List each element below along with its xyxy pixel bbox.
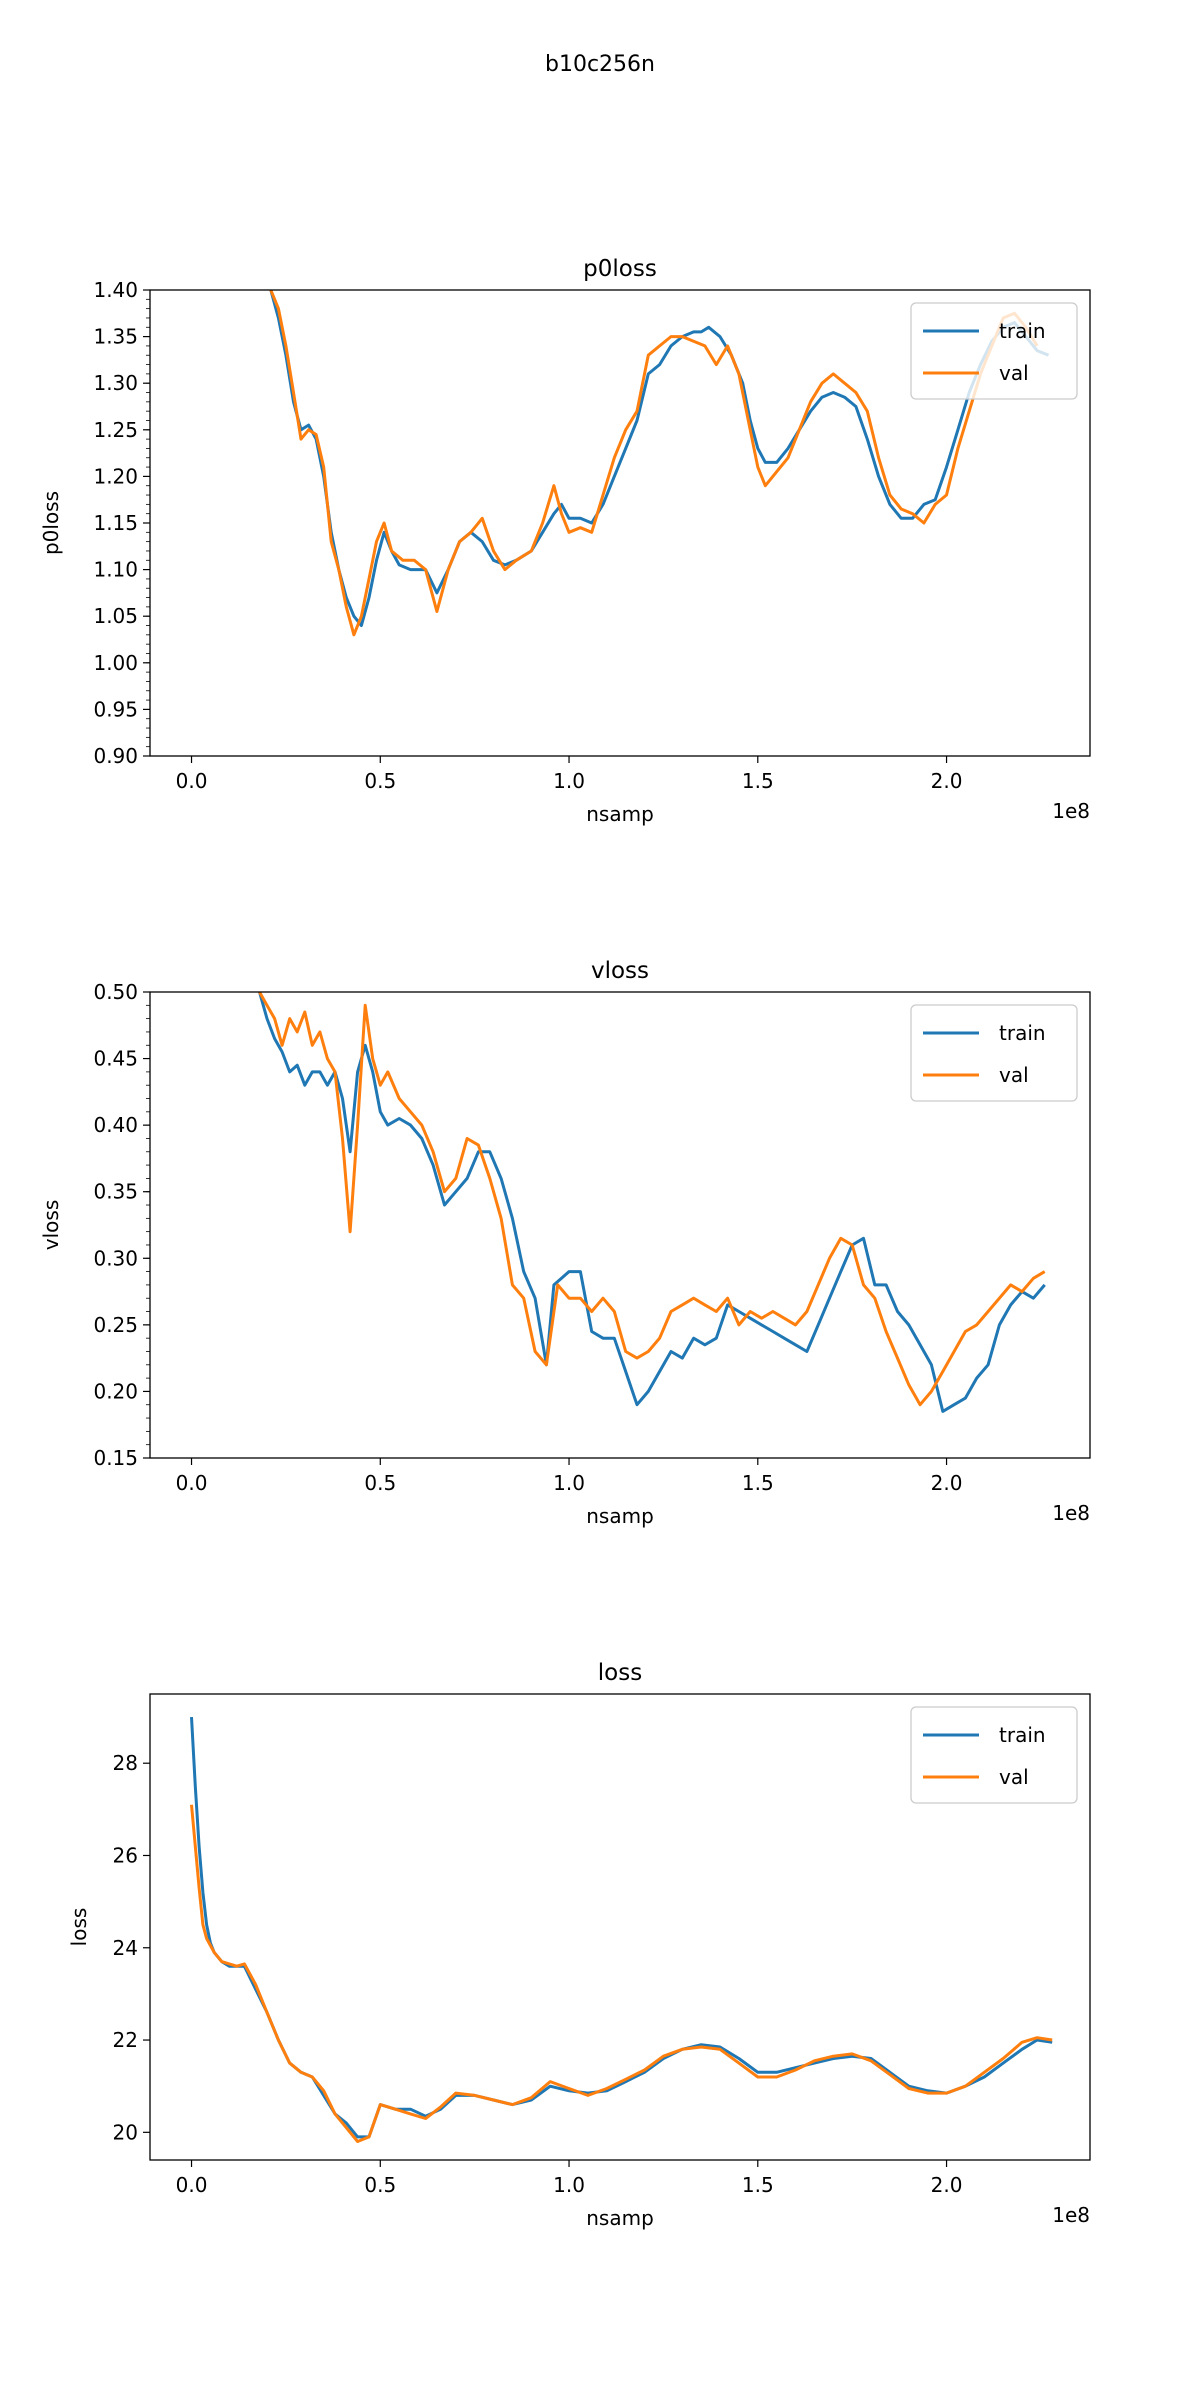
- legend: train val: [910, 1004, 1078, 1102]
- y-tick-label: 1.30: [93, 371, 138, 395]
- x-axis-label: nsamp: [586, 1504, 654, 1528]
- axes-frame: [149, 1693, 1091, 2161]
- y-tick-label: 26: [113, 1843, 138, 1867]
- series-line-train: [258, 992, 1046, 1413]
- y-tick-label: 1.20: [93, 464, 138, 488]
- x-tick-label: 0.0: [176, 1471, 208, 1495]
- y-tick-label: 1.25: [93, 418, 138, 442]
- y-tick-label: 0.45: [93, 1047, 138, 1071]
- subplot-title: p0loss: [583, 256, 657, 282]
- series-lines: [190, 1717, 1053, 2143]
- y-axis-label: p0loss: [39, 491, 63, 555]
- y-tick-label: 0.25: [93, 1313, 138, 1337]
- series-lines: [269, 290, 1050, 637]
- x-tick-label: 0.5: [364, 1471, 396, 1495]
- y-tick-label: 0.30: [93, 1246, 138, 1270]
- y-tick-label: 24: [113, 1936, 138, 1960]
- series-lines: [258, 992, 1046, 1413]
- series-line-val: [269, 290, 1039, 637]
- y-tick-label: 1.15: [93, 511, 138, 535]
- x-tick-label: 0.0: [176, 2173, 208, 2197]
- subplot-p0loss: 0.0 0.5 1.0 1.5 2.0 0.90 0.95 1.00 1.05 1.10 1.15 1…: [39, 256, 1091, 826]
- x-tick-label: 1.0: [553, 769, 585, 793]
- y-tick-label: 20: [113, 2120, 138, 2144]
- y-tick-label: 28: [113, 1751, 138, 1775]
- legend-label-val: val: [999, 1765, 1029, 1789]
- y-tick-label: 0.40: [93, 1113, 138, 1137]
- x-tick-label: 2.0: [931, 1471, 963, 1495]
- x-offset-label: 1e8: [1052, 2203, 1090, 2227]
- figure-title: b10c256n: [545, 52, 655, 77]
- legend-box: [910, 1706, 1078, 1804]
- x-tick-label: 0.5: [364, 769, 396, 793]
- legend-label-train: train: [999, 1021, 1046, 1045]
- legend: train val: [910, 302, 1078, 400]
- y-axis-label: loss: [67, 1908, 91, 1947]
- x-tick-label: 2.0: [931, 769, 963, 793]
- subplot-title: loss: [598, 1660, 642, 1686]
- x-axis-label: nsamp: [586, 2206, 654, 2230]
- legend-label-val: val: [999, 361, 1029, 385]
- x-tick-label: 1.5: [742, 769, 774, 793]
- subplot-title: vloss: [591, 958, 649, 984]
- y-tick-label: 22: [113, 2028, 138, 2052]
- x-tick-label: 1.0: [553, 2173, 585, 2197]
- series-line-train: [269, 290, 1050, 627]
- y-tick-label: 0.90: [93, 744, 138, 768]
- y-tick-label: 0.35: [93, 1180, 138, 1204]
- series-line-val: [258, 992, 1046, 1407]
- y-tick-label: 0.50: [93, 980, 138, 1004]
- legend-label-train: train: [999, 1723, 1046, 1747]
- x-offset-label: 1e8: [1052, 1501, 1090, 1525]
- subplot-vloss: 0.0 0.5 1.0 1.5 2.0 0.15 0.20 0.25 0.30 0.35 0.40 0…: [39, 958, 1091, 1528]
- y-axis-label: vloss: [39, 1200, 63, 1250]
- x-tick-label: 1.5: [742, 1471, 774, 1495]
- x-tick-label: 1.5: [742, 2173, 774, 2197]
- subplots: 0.0 0.5 1.0 1.5 2.0 0.90 0.95 1.00 1.05 1.10 1.15 1…: [39, 256, 1091, 2230]
- y-tick-label: 0.20: [93, 1379, 138, 1403]
- y-tick-label: 1.40: [93, 278, 138, 302]
- series-line-val: [190, 1804, 1053, 2143]
- x-tick-label: 2.0: [931, 2173, 963, 2197]
- legend: train val: [910, 1706, 1078, 1804]
- legend-label-train: train: [999, 319, 1046, 343]
- x-offset-label: 1e8: [1052, 799, 1090, 823]
- axes-frame: [149, 991, 1091, 1459]
- y-tick-label: 1.05: [93, 604, 138, 628]
- y-tick-label: 1.10: [93, 558, 138, 582]
- legend-label-val: val: [999, 1063, 1029, 1087]
- x-axis-label: nsamp: [586, 802, 654, 826]
- y-tick-label: 0.15: [93, 1446, 138, 1470]
- x-tick-label: 0.5: [364, 2173, 396, 2197]
- y-tick-label: 0.95: [93, 697, 138, 721]
- y-tick-label: 1.00: [93, 651, 138, 675]
- legend-box: [910, 302, 1078, 400]
- y-tick-label: 1.35: [93, 325, 138, 349]
- x-tick-label: 1.0: [553, 1471, 585, 1495]
- legend-box: [910, 1004, 1078, 1102]
- subplot-loss: 0.0 0.5 1.0 1.5 2.0 20 22 24 26 28 loss nsamp 1e8 los…: [67, 1660, 1091, 2230]
- x-tick-label: 0.0: [176, 769, 208, 793]
